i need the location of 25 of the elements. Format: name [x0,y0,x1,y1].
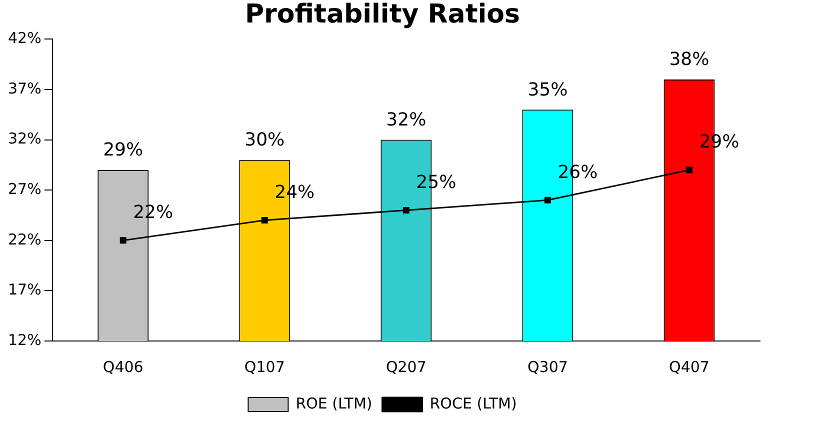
data-label: 29% [103,140,144,161]
point [261,217,268,224]
chart-title: Profitability Ratios [244,0,520,30]
y-tick-label: 42% [8,29,42,48]
y-tick-label: 22% [8,230,42,248]
x-tick-label: Q307 [527,358,568,376]
y-tick-label: 27% [8,180,42,198]
x-tick-label: Q107 [244,358,285,376]
data-label: 32% [386,109,426,130]
y-tick-label: 37% [8,79,42,98]
point [402,206,410,214]
legend-label: ROE (LTM) [296,394,372,412]
data-label: 30% [244,130,285,151]
data-label: 35% [528,79,568,100]
data-label: 38% [669,49,710,70]
y-tick-label: 32% [8,130,42,148]
x-tick-label: Q406 [102,358,144,376]
point [120,237,126,244]
x-tick-label: Q207 [386,358,426,376]
legend-label: ROCE (LTM) [430,394,517,412]
y-tick-label: 17% [8,280,42,299]
point [544,196,551,204]
y-tick-label: 12% [8,330,42,349]
point [686,166,692,174]
x-tick-label: Q407 [669,358,710,376]
